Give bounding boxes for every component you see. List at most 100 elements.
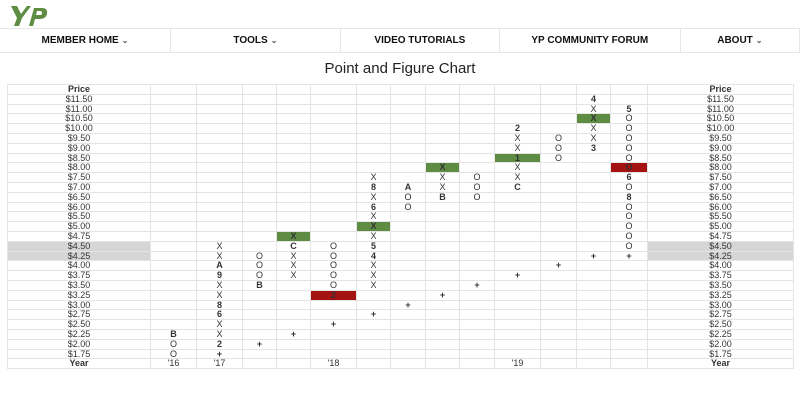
price-label-right: $3.00 bbox=[647, 299, 794, 311]
chart-cell bbox=[540, 348, 577, 360]
chart-cell bbox=[196, 221, 243, 232]
chart-cell bbox=[576, 191, 611, 203]
o-mark: O bbox=[459, 172, 495, 183]
chart-cell bbox=[425, 328, 460, 340]
month-marker: 4 bbox=[576, 93, 611, 105]
page-title: Point and Figure Chart bbox=[324, 60, 476, 77]
chart-cell bbox=[459, 103, 495, 115]
nav-item-tools[interactable]: TOOLS ⌄ bbox=[171, 29, 341, 52]
chart-cell bbox=[310, 142, 357, 154]
chart-cell bbox=[242, 181, 277, 193]
chart-cell bbox=[276, 103, 311, 115]
chart-cell bbox=[242, 152, 277, 164]
trendline-plus: + bbox=[576, 250, 611, 262]
price-row: $8.50 1 O O $8.50 bbox=[7, 152, 794, 164]
chart-cell bbox=[610, 279, 648, 291]
chart-cell bbox=[494, 279, 541, 291]
chart-cell bbox=[356, 84, 391, 95]
point-and-figure-chart: Price Price $11.50 4 $11.50 $11.00 X 5 $11.00 $10… bbox=[7, 84, 794, 370]
chart-cell bbox=[425, 240, 460, 252]
price-row: $6.50 X O B O 8 $6.50 bbox=[7, 191, 794, 203]
o-mark: O bbox=[310, 240, 357, 252]
chart-cell bbox=[276, 123, 311, 134]
chart-cell bbox=[276, 309, 311, 321]
x-mark: X bbox=[196, 289, 243, 301]
chart-cell bbox=[150, 211, 197, 223]
chart-cell bbox=[610, 93, 648, 105]
chart-cell bbox=[425, 338, 460, 350]
chart-cell bbox=[576, 309, 611, 321]
chart-cell bbox=[242, 172, 277, 183]
o-mark: O bbox=[610, 132, 648, 144]
chart-cell bbox=[576, 328, 611, 340]
chart-cell bbox=[459, 211, 495, 223]
price-label-left: $3.75 bbox=[7, 270, 151, 281]
price-label-right: $11.00 bbox=[647, 103, 794, 115]
chart-cell bbox=[310, 123, 357, 134]
trendline-plus: + bbox=[425, 289, 460, 301]
price-label-right: $1.75 bbox=[647, 348, 794, 360]
sell-signal-box: 2 bbox=[310, 289, 357, 301]
price-label-right: $2.50 bbox=[647, 319, 794, 330]
chart-cell bbox=[356, 162, 391, 174]
chart-cell bbox=[276, 113, 311, 125]
trendline-plus: + bbox=[276, 328, 311, 340]
nav-item-member-home[interactable]: MEMBER HOME ⌄ bbox=[0, 29, 171, 52]
chart-cell bbox=[459, 123, 495, 134]
month-marker: A bbox=[196, 260, 243, 272]
chart-cell bbox=[356, 93, 391, 105]
chart-cell bbox=[390, 123, 426, 134]
chart-cell bbox=[576, 221, 611, 232]
o-mark: O bbox=[459, 191, 495, 203]
o-mark: O bbox=[310, 270, 357, 281]
trendline-plus: + bbox=[459, 279, 495, 291]
chart-cell bbox=[356, 132, 391, 144]
price-label-left: $7.50 bbox=[7, 172, 151, 183]
chart-cell bbox=[494, 289, 541, 301]
month-marker: B bbox=[425, 191, 460, 203]
chart-cell bbox=[310, 162, 357, 174]
chart-cell bbox=[390, 270, 426, 281]
chart-cell bbox=[276, 348, 311, 360]
chart-cell bbox=[494, 338, 541, 350]
price-label-left: $11.50 bbox=[7, 93, 151, 105]
nav-item-video-tutorials[interactable]: VIDEO TUTORIALS bbox=[341, 29, 500, 52]
price-row: $3.00 8 + $3.00 bbox=[7, 299, 794, 311]
price-label-left: $2.25 bbox=[7, 328, 151, 340]
chart-cell bbox=[540, 211, 577, 223]
chart-cell bbox=[494, 211, 541, 223]
chart-cell bbox=[540, 201, 577, 213]
chart-cell bbox=[459, 319, 495, 330]
price-row: $9.00 X O 3 O $9.00 bbox=[7, 142, 794, 154]
price-row: $4.75 X X O $4.75 bbox=[7, 230, 794, 242]
month-marker: 5 bbox=[610, 103, 648, 115]
chart-cell bbox=[425, 84, 460, 95]
yp-logo[interactable] bbox=[9, 4, 49, 28]
chart-cell bbox=[459, 260, 495, 272]
price-row: $11.50 4 $11.50 bbox=[7, 93, 794, 105]
price-label-right: $7.50 bbox=[647, 172, 794, 183]
chart-cell bbox=[242, 221, 277, 232]
year-label: '18 bbox=[310, 358, 357, 370]
price-label-left: $2.50 bbox=[7, 319, 151, 330]
nav-item-about[interactable]: ABOUT ⌄ bbox=[681, 29, 800, 52]
chart-cell bbox=[150, 299, 197, 311]
chart-cell bbox=[276, 142, 311, 154]
price-row: $9.50 X O X O $9.50 bbox=[7, 132, 794, 144]
price-label-left: $8.00 bbox=[7, 162, 151, 174]
chart-cell bbox=[576, 201, 611, 213]
o-mark: O bbox=[459, 181, 495, 193]
nav-item-yp-community-forum[interactable]: YP COMMUNITY FORUM bbox=[500, 29, 681, 52]
chart-cell bbox=[576, 84, 611, 95]
chart-cell bbox=[459, 270, 495, 281]
chart-cell bbox=[150, 181, 197, 193]
chart-cell bbox=[390, 142, 426, 154]
chart-cell bbox=[196, 113, 243, 125]
x-mark: X bbox=[425, 172, 460, 183]
month-marker: C bbox=[494, 181, 541, 193]
chart-cell bbox=[425, 211, 460, 223]
month-marker: B bbox=[150, 328, 197, 340]
month-marker: 6 bbox=[610, 172, 648, 183]
o-mark: O bbox=[242, 260, 277, 272]
chart-cell bbox=[150, 132, 197, 144]
